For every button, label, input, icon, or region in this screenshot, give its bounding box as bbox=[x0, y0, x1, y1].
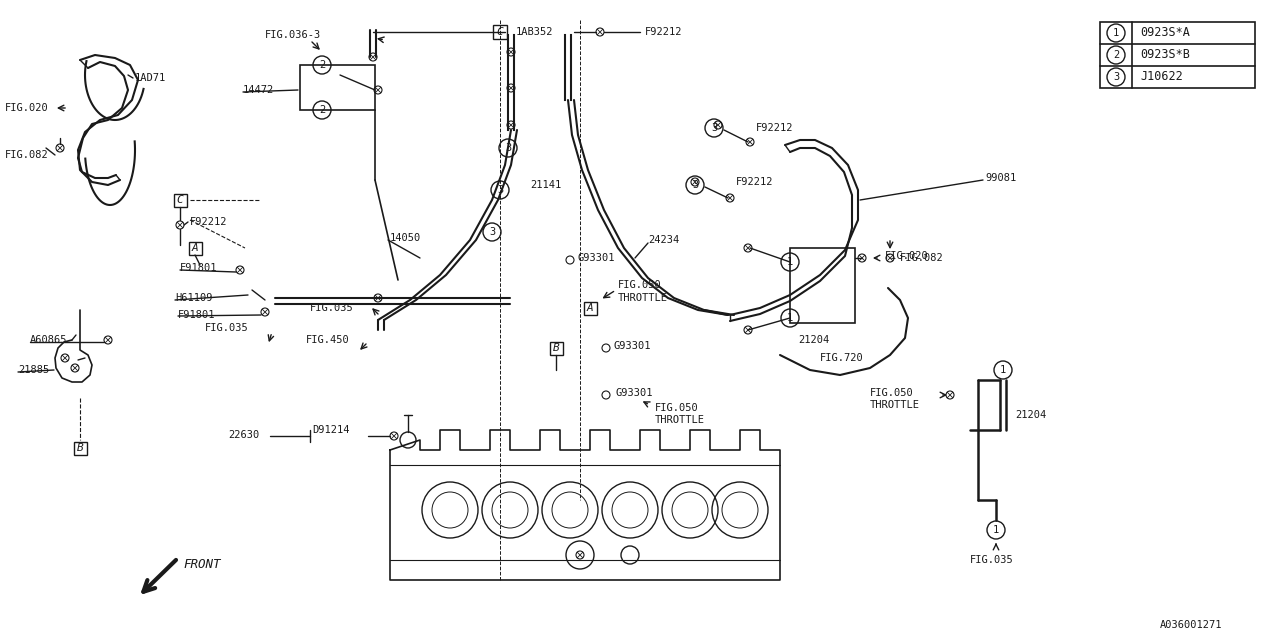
Bar bbox=[73, 442, 87, 454]
Text: A: A bbox=[586, 303, 594, 313]
Text: F92212: F92212 bbox=[645, 27, 682, 37]
Text: THROTTLE: THROTTLE bbox=[618, 293, 668, 303]
Bar bbox=[493, 25, 507, 39]
Text: FIG.020: FIG.020 bbox=[5, 103, 49, 113]
Text: 3: 3 bbox=[489, 227, 495, 237]
Text: FIG.035: FIG.035 bbox=[970, 555, 1014, 565]
Text: G93301: G93301 bbox=[579, 253, 616, 263]
Text: C: C bbox=[497, 27, 503, 37]
Bar bbox=[549, 342, 562, 355]
Text: F92212: F92212 bbox=[756, 123, 794, 133]
Text: 21204: 21204 bbox=[797, 335, 829, 345]
Text: THROTTLE: THROTTLE bbox=[655, 415, 705, 425]
Text: 0923S*B: 0923S*B bbox=[1140, 49, 1190, 61]
Text: FRONT: FRONT bbox=[183, 559, 220, 572]
Text: J10622: J10622 bbox=[1140, 70, 1183, 83]
Text: FIG.450: FIG.450 bbox=[306, 335, 349, 345]
Text: 14472: 14472 bbox=[243, 85, 274, 95]
Text: 1: 1 bbox=[787, 313, 794, 323]
Text: FIG.050: FIG.050 bbox=[870, 388, 914, 398]
Text: G93301: G93301 bbox=[614, 388, 653, 398]
Text: 3: 3 bbox=[692, 180, 698, 190]
Bar bbox=[584, 301, 596, 314]
Text: C: C bbox=[177, 195, 183, 205]
Bar bbox=[188, 241, 201, 255]
Text: FIG.050: FIG.050 bbox=[618, 280, 662, 290]
Text: A60865: A60865 bbox=[29, 335, 68, 345]
Text: THROTTLE: THROTTLE bbox=[870, 400, 920, 410]
Text: 1AD71: 1AD71 bbox=[134, 73, 166, 83]
Text: 3: 3 bbox=[497, 185, 503, 195]
Text: 3: 3 bbox=[504, 143, 511, 153]
Text: A: A bbox=[192, 243, 198, 253]
Text: F91801: F91801 bbox=[180, 263, 218, 273]
Text: 0923S*A: 0923S*A bbox=[1140, 26, 1190, 40]
Text: H61109: H61109 bbox=[175, 293, 212, 303]
Text: 21141: 21141 bbox=[530, 180, 561, 190]
Text: 22630: 22630 bbox=[228, 430, 260, 440]
Text: FIG.050: FIG.050 bbox=[655, 403, 699, 413]
Text: 3: 3 bbox=[1112, 72, 1119, 82]
Text: 1AB352: 1AB352 bbox=[516, 27, 553, 37]
Text: FIG.720: FIG.720 bbox=[820, 353, 864, 363]
Text: D91214: D91214 bbox=[312, 425, 349, 435]
Text: F92212: F92212 bbox=[189, 217, 228, 227]
Text: 2: 2 bbox=[1112, 50, 1119, 60]
Text: 14050: 14050 bbox=[390, 233, 421, 243]
Text: 99081: 99081 bbox=[986, 173, 1016, 183]
Text: 2: 2 bbox=[319, 60, 325, 70]
Text: FIG.035: FIG.035 bbox=[205, 323, 248, 333]
Text: 21885: 21885 bbox=[18, 365, 49, 375]
Text: 1: 1 bbox=[787, 257, 794, 267]
Text: 2: 2 bbox=[319, 105, 325, 115]
Bar bbox=[174, 193, 187, 207]
Text: 3: 3 bbox=[710, 123, 717, 133]
Text: 1: 1 bbox=[1112, 28, 1119, 38]
Bar bbox=[1100, 22, 1254, 88]
Text: B: B bbox=[553, 343, 559, 353]
Text: FIG.082: FIG.082 bbox=[900, 253, 943, 263]
Text: B: B bbox=[77, 443, 83, 453]
Bar bbox=[790, 248, 855, 323]
Text: FIG.020: FIG.020 bbox=[884, 251, 929, 261]
Text: FIG.035: FIG.035 bbox=[310, 303, 353, 313]
Text: FIG.036-3: FIG.036-3 bbox=[265, 30, 321, 40]
Text: A036001271: A036001271 bbox=[1160, 620, 1222, 630]
Text: G93301: G93301 bbox=[614, 341, 652, 351]
Text: F92212: F92212 bbox=[736, 177, 773, 187]
Text: 1: 1 bbox=[1000, 365, 1006, 375]
Text: FIG.082: FIG.082 bbox=[5, 150, 49, 160]
Bar bbox=[300, 65, 375, 110]
Text: 21204: 21204 bbox=[1015, 410, 1046, 420]
Text: 1: 1 bbox=[993, 525, 1000, 535]
Text: F91801: F91801 bbox=[178, 310, 215, 320]
Text: 24234: 24234 bbox=[648, 235, 680, 245]
